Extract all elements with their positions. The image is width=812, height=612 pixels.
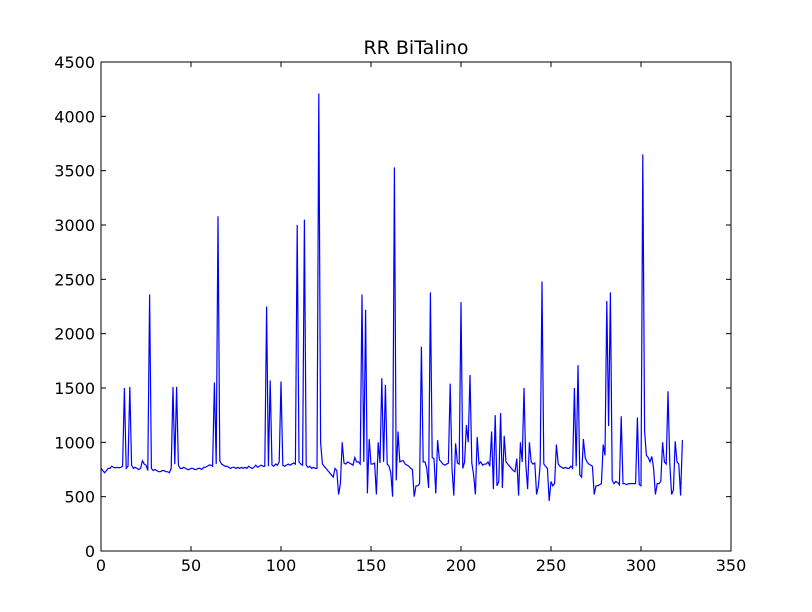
x-tick-label: 100 xyxy=(266,556,297,575)
x-tick-label: 150 xyxy=(356,556,387,575)
y-tick-label: 0 xyxy=(85,542,95,561)
x-tick-label: 200 xyxy=(446,556,477,575)
y-tick-label: 1500 xyxy=(54,379,95,398)
y-tick-label: 500 xyxy=(64,488,95,507)
chart-title: RR BiTalino xyxy=(363,37,468,59)
y-tick-label: 3500 xyxy=(54,162,95,181)
y-tick-label: 2500 xyxy=(54,270,95,289)
y-tick-label: 4000 xyxy=(54,107,95,126)
y-tick-label: 4500 xyxy=(54,53,95,72)
x-tick-label: 350 xyxy=(716,556,747,575)
x-tick-label: 300 xyxy=(626,556,657,575)
y-tick-label: 3000 xyxy=(54,216,95,235)
x-tick-label: 0 xyxy=(96,556,106,575)
axes-frame xyxy=(100,61,732,552)
y-tick-label: 1000 xyxy=(54,433,95,452)
series-line xyxy=(100,93,683,502)
plot-area: 0 50 100 150 200 250 300 3500500100015002000250… xyxy=(54,53,746,575)
x-tick-label: 250 xyxy=(536,556,567,575)
x-tick-label: 50 xyxy=(181,556,201,575)
y-tick-label: 2000 xyxy=(54,325,95,344)
